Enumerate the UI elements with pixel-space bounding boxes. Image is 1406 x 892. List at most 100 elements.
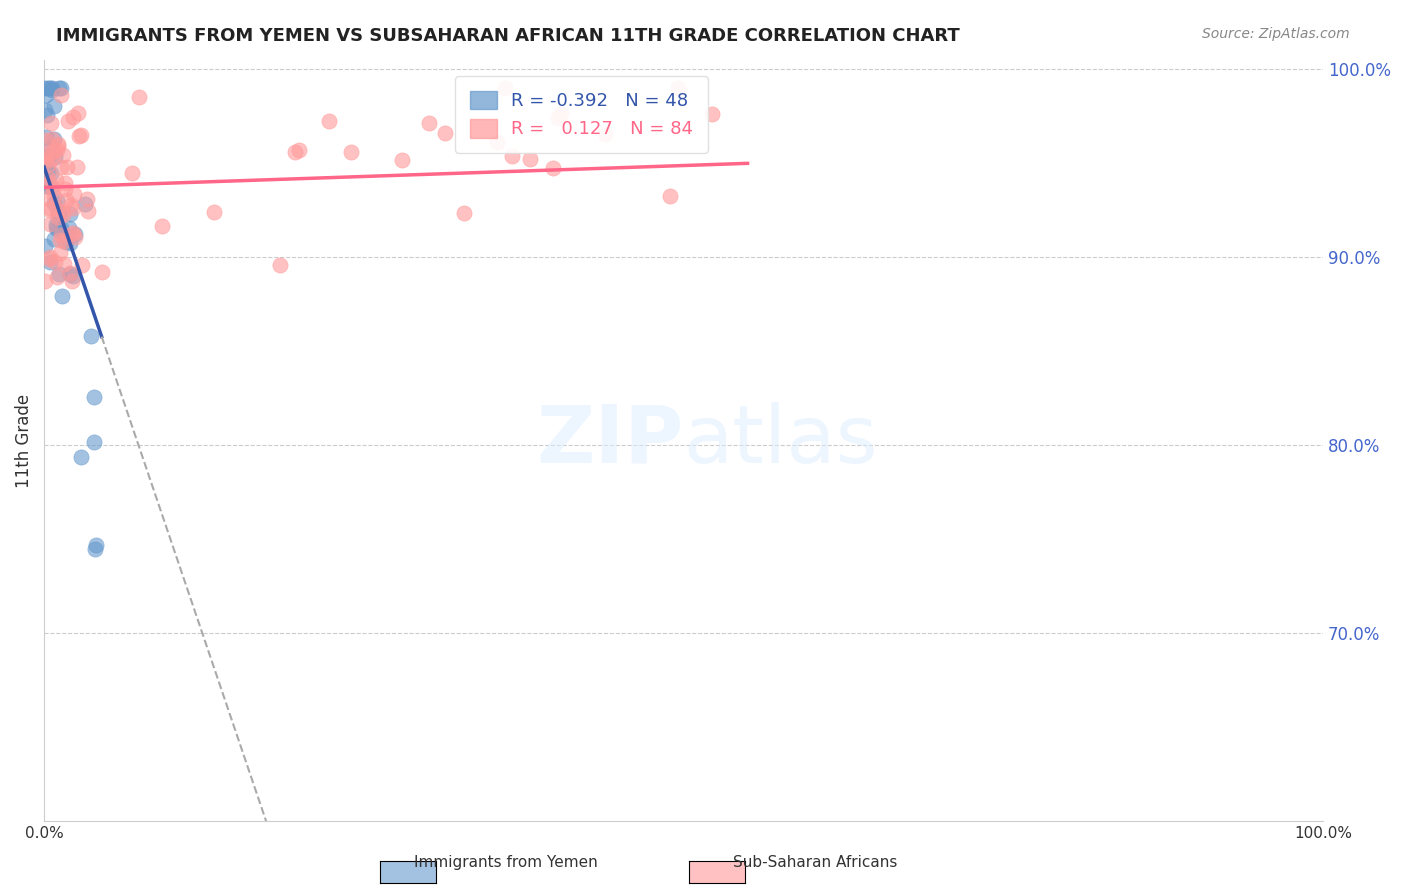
Point	[34, 238, 56, 252]
Point	[42, 145, 65, 159]
Point	[76, 193, 98, 207]
Text: Source: ZipAtlas.com: Source: ZipAtlas.com	[1202, 27, 1350, 41]
Point	[34, 179, 56, 194]
Point	[34, 80, 56, 95]
Point	[41, 83, 63, 97]
Point	[90, 265, 112, 279]
Point	[76, 203, 98, 218]
Point	[35, 132, 58, 146]
Point	[37, 158, 59, 172]
Point	[59, 236, 82, 251]
Point	[51, 88, 73, 103]
Point	[53, 257, 76, 271]
Point	[67, 128, 90, 143]
Point	[39, 176, 62, 190]
Point	[66, 106, 89, 120]
Point	[48, 246, 70, 260]
Point	[59, 198, 82, 212]
Point	[45, 173, 67, 187]
Point	[485, 135, 508, 149]
Point	[48, 267, 70, 281]
Text: IMMIGRANTS FROM YEMEN VS SUBSAHARAN AFRICAN 11TH GRADE CORRELATION CHART: IMMIGRANTS FROM YEMEN VS SUBSAHARAN AFRI…	[56, 27, 960, 45]
Point	[318, 113, 340, 128]
Point	[49, 160, 72, 174]
Text: Sub-Saharan Africans: Sub-Saharan Africans	[734, 855, 897, 870]
Point	[49, 228, 72, 243]
Point	[52, 147, 75, 161]
Point	[42, 182, 65, 196]
Point	[434, 126, 457, 140]
Point	[202, 205, 225, 219]
Point	[58, 220, 80, 235]
Point	[42, 132, 65, 146]
Point	[340, 145, 363, 160]
Point	[37, 149, 59, 163]
Point	[35, 108, 58, 122]
Point	[39, 116, 62, 130]
Point	[35, 87, 58, 102]
Point	[62, 268, 84, 283]
Point	[41, 132, 63, 146]
Point	[39, 255, 62, 269]
Point	[42, 99, 65, 113]
Point	[46, 143, 69, 157]
Point	[62, 110, 84, 124]
Point	[59, 268, 82, 282]
Point	[51, 205, 73, 219]
Point	[453, 206, 475, 220]
Point	[494, 80, 516, 95]
Point	[541, 161, 564, 175]
Point	[70, 258, 93, 272]
Point	[418, 116, 440, 130]
Legend: R = -0.392   N = 48, R =   0.127   N = 84: R = -0.392 N = 48, R = 0.127 N = 84	[456, 76, 707, 153]
Point	[55, 160, 77, 174]
Point	[658, 189, 681, 203]
Point	[34, 153, 56, 168]
Point	[34, 274, 56, 288]
Point	[62, 187, 84, 202]
Point	[34, 147, 56, 161]
Point	[42, 196, 65, 211]
Point	[38, 149, 60, 163]
Point	[34, 161, 56, 176]
Point	[41, 165, 63, 179]
Point	[46, 194, 69, 209]
Point	[37, 164, 59, 178]
Point	[45, 270, 67, 285]
Point	[53, 234, 76, 248]
Point	[150, 219, 173, 233]
Point	[44, 188, 66, 202]
Point	[39, 80, 62, 95]
Point	[41, 152, 63, 166]
Y-axis label: 11th Grade: 11th Grade	[15, 393, 32, 488]
Point	[62, 201, 84, 215]
Point	[46, 139, 69, 153]
Point	[49, 220, 72, 235]
Point	[38, 201, 60, 215]
Point	[52, 208, 75, 222]
Point	[501, 149, 523, 163]
Point	[55, 235, 77, 249]
Point	[60, 227, 83, 241]
Point	[550, 107, 572, 121]
Point	[700, 107, 723, 121]
Point	[79, 328, 101, 343]
Point	[547, 112, 569, 126]
Point	[41, 141, 63, 155]
Point	[128, 89, 150, 103]
Point	[51, 289, 73, 303]
Point	[83, 435, 105, 450]
Point	[59, 207, 82, 221]
Point	[39, 203, 62, 218]
Point	[269, 258, 291, 272]
Point	[53, 182, 76, 196]
Point	[62, 275, 84, 289]
Point	[49, 233, 72, 247]
Point	[39, 217, 62, 231]
Text: Immigrants from Yemen: Immigrants from Yemen	[415, 855, 598, 870]
Point	[65, 230, 87, 244]
Point	[391, 153, 413, 167]
Point	[70, 450, 93, 464]
Text: atlas: atlas	[683, 401, 877, 480]
Point	[45, 219, 67, 234]
